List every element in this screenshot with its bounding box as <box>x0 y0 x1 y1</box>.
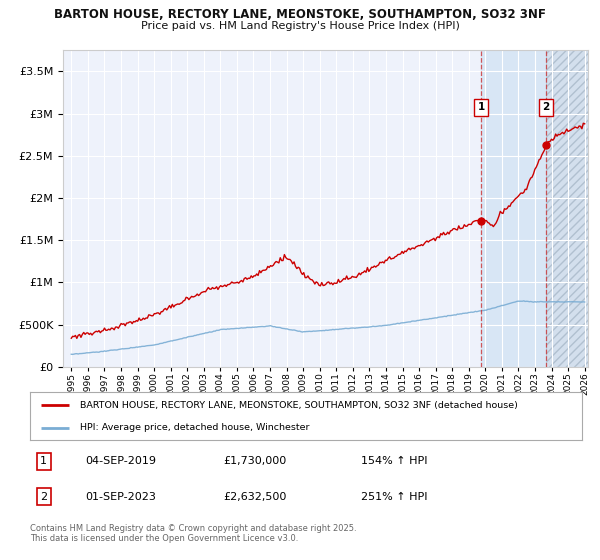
Text: BARTON HOUSE, RECTORY LANE, MEONSTOKE, SOUTHAMPTON, SO32 3NF (detached house): BARTON HOUSE, RECTORY LANE, MEONSTOKE, S… <box>80 401 518 410</box>
Text: 154% ↑ HPI: 154% ↑ HPI <box>361 456 428 466</box>
Text: Contains HM Land Registry data © Crown copyright and database right 2025.
This d: Contains HM Land Registry data © Crown c… <box>30 524 356 543</box>
Text: 04-SEP-2019: 04-SEP-2019 <box>85 456 156 466</box>
Text: £1,730,000: £1,730,000 <box>223 456 286 466</box>
Text: 1: 1 <box>478 102 485 113</box>
Text: 251% ↑ HPI: 251% ↑ HPI <box>361 492 428 502</box>
Bar <box>546 50 588 367</box>
Text: 01-SEP-2023: 01-SEP-2023 <box>85 492 156 502</box>
Text: 1: 1 <box>40 456 47 466</box>
Text: Price paid vs. HM Land Registry's House Price Index (HPI): Price paid vs. HM Land Registry's House … <box>140 21 460 31</box>
Bar <box>481 50 546 367</box>
Text: HPI: Average price, detached house, Winchester: HPI: Average price, detached house, Winc… <box>80 423 309 432</box>
Text: BARTON HOUSE, RECTORY LANE, MEONSTOKE, SOUTHAMPTON, SO32 3NF: BARTON HOUSE, RECTORY LANE, MEONSTOKE, S… <box>54 8 546 21</box>
Bar <box>546 50 588 367</box>
Text: £2,632,500: £2,632,500 <box>223 492 287 502</box>
Text: 2: 2 <box>40 492 47 502</box>
Text: 2: 2 <box>542 102 550 113</box>
